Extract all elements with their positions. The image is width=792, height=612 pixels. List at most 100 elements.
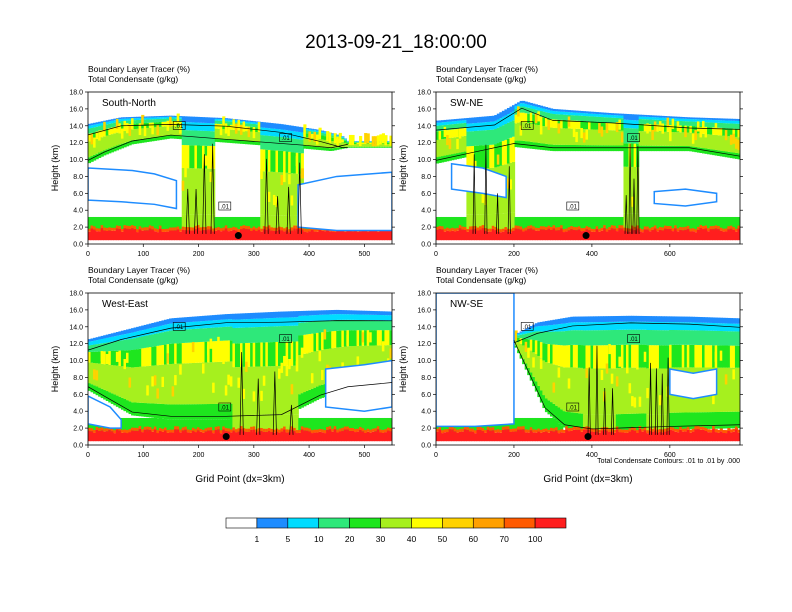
y-tick-label: 16.0 bbox=[69, 106, 83, 113]
y-tick-label: 12.0 bbox=[417, 341, 431, 348]
panel-name: SW-NE bbox=[450, 98, 483, 109]
panel-name: NW-SE bbox=[450, 299, 483, 310]
x-axis-label: Grid Point (dx=3km) bbox=[543, 474, 632, 485]
contour-label: .01 bbox=[569, 406, 578, 412]
header-condensate: Total Condensate (g/kg) bbox=[88, 74, 178, 84]
panel-name: South-North bbox=[102, 98, 156, 109]
x-tick-label: 500 bbox=[359, 452, 371, 459]
contour-label: .01 bbox=[523, 325, 532, 331]
x-tick-label: 600 bbox=[664, 452, 676, 459]
y-tick-label: 18.0 bbox=[69, 90, 83, 97]
colorbar-label: 20 bbox=[345, 534, 355, 544]
y-tick-label: 6.0 bbox=[421, 392, 431, 399]
colorbar-swatch bbox=[442, 517, 474, 529]
y-tick-label: 0.0 bbox=[73, 242, 83, 249]
colorbar-label: 5 bbox=[285, 534, 290, 544]
y-tick-label: 16.0 bbox=[417, 106, 431, 113]
contour-label: .01 bbox=[175, 325, 184, 331]
colorbar-swatch bbox=[225, 517, 258, 529]
y-tick-label: 4.0 bbox=[73, 409, 83, 416]
y-tick-label: 12.0 bbox=[417, 140, 431, 147]
y-tick-label: 4.0 bbox=[73, 208, 83, 215]
location-marker bbox=[234, 232, 242, 240]
y-tick-label: 14.0 bbox=[69, 123, 83, 130]
y-tick-label: 0.0 bbox=[73, 443, 83, 450]
x-tick-label: 400 bbox=[303, 251, 315, 258]
y-tick-label: 0.0 bbox=[421, 443, 431, 450]
y-tick-label: 8.0 bbox=[421, 174, 431, 181]
x-tick-label: 0 bbox=[86, 452, 90, 459]
colorbar-label: 70 bbox=[499, 534, 509, 544]
y-tick-label: 14.0 bbox=[417, 123, 431, 130]
x-tick-label: 300 bbox=[248, 452, 260, 459]
y-tick-label: 18.0 bbox=[69, 291, 83, 298]
y-axis-label: Height (km) bbox=[50, 346, 60, 393]
plot-area: .01 .01 .01 bbox=[436, 293, 740, 442]
contour-label: .01 bbox=[523, 124, 532, 130]
colorbar-swatch bbox=[318, 517, 350, 529]
x-tick-label: 500 bbox=[359, 251, 371, 258]
y-tick-label: 6.0 bbox=[73, 191, 83, 198]
plot-frame bbox=[87, 91, 393, 245]
contour-note: Total Condensate Contours: .01 to .01 by… bbox=[597, 458, 740, 465]
y-tick-label: 10.0 bbox=[69, 157, 83, 164]
y-tick-label: 8.0 bbox=[73, 375, 83, 382]
x-tick-label: 0 bbox=[434, 251, 438, 258]
colorbar-label: 100 bbox=[528, 534, 542, 544]
y-tick-label: 0.0 bbox=[421, 242, 431, 249]
y-axis-label: Height (km) bbox=[398, 346, 408, 393]
x-tick-label: 0 bbox=[434, 452, 438, 459]
plot-frame bbox=[435, 91, 741, 245]
contour-label: .01 bbox=[629, 337, 638, 343]
contour-label: .01 bbox=[569, 205, 578, 211]
y-axis-label: Height (km) bbox=[398, 145, 408, 192]
y-tick-label: 8.0 bbox=[421, 375, 431, 382]
y-tick-label: 8.0 bbox=[73, 174, 83, 181]
y-axis-label: Height (km) bbox=[50, 145, 60, 192]
colorbar-label: 1 bbox=[255, 534, 260, 544]
contour-label: .01 bbox=[281, 136, 290, 142]
colorbar-label: 60 bbox=[469, 534, 479, 544]
contour-label: .01 bbox=[221, 205, 230, 211]
x-tick-label: 200 bbox=[193, 251, 205, 258]
colorbar-label: 50 bbox=[438, 534, 448, 544]
x-tick-label: 200 bbox=[193, 452, 205, 459]
y-tick-label: 4.0 bbox=[421, 208, 431, 215]
colorbar-swatch bbox=[411, 517, 443, 529]
colorbar-swatch bbox=[380, 517, 412, 529]
x-tick-label: 200 bbox=[508, 251, 520, 258]
colorbar-swatch bbox=[287, 517, 320, 529]
colorbar-swatch bbox=[503, 517, 536, 529]
header-tracer: Boundary Layer Tracer (%) bbox=[436, 64, 538, 74]
y-tick-label: 2.0 bbox=[73, 225, 83, 232]
colorbar-label: 10 bbox=[314, 534, 324, 544]
header-tracer: Boundary Layer Tracer (%) bbox=[88, 64, 190, 74]
panel-sw-ne: .01 .01 .01 SW-NE Boundary Layer Tracer (%)T… bbox=[398, 64, 743, 258]
y-tick-label: 16.0 bbox=[417, 307, 431, 314]
plot-frame bbox=[435, 292, 741, 446]
contour-label: .01 bbox=[281, 337, 290, 343]
y-tick-label: 14.0 bbox=[69, 324, 83, 331]
colorbar-swatch bbox=[349, 517, 381, 529]
plot-area: .01 .01 .01 bbox=[436, 100, 740, 241]
contour-label: .01 bbox=[175, 124, 184, 130]
header-tracer: Boundary Layer Tracer (%) bbox=[88, 265, 190, 275]
figure-title: 2013-09-21_18:00:00 bbox=[305, 32, 487, 53]
contour-label: .01 bbox=[629, 136, 638, 142]
y-tick-label: 10.0 bbox=[417, 358, 431, 365]
y-tick-label: 10.0 bbox=[417, 157, 431, 164]
x-tick-label: 400 bbox=[586, 452, 598, 459]
contour-label: .01 bbox=[221, 406, 230, 412]
y-tick-label: 2.0 bbox=[421, 225, 431, 232]
x-tick-label: 200 bbox=[508, 452, 520, 459]
panel-south-north: .01 .01 .01 South-North Boundary Layer Trace… bbox=[50, 64, 395, 258]
colorbar-swatch bbox=[534, 517, 567, 529]
y-tick-label: 2.0 bbox=[421, 426, 431, 433]
plot-area: .01 .01 .01 bbox=[88, 309, 392, 442]
y-tick-label: 14.0 bbox=[417, 324, 431, 331]
location-marker bbox=[584, 433, 592, 441]
y-tick-label: 16.0 bbox=[69, 307, 83, 314]
